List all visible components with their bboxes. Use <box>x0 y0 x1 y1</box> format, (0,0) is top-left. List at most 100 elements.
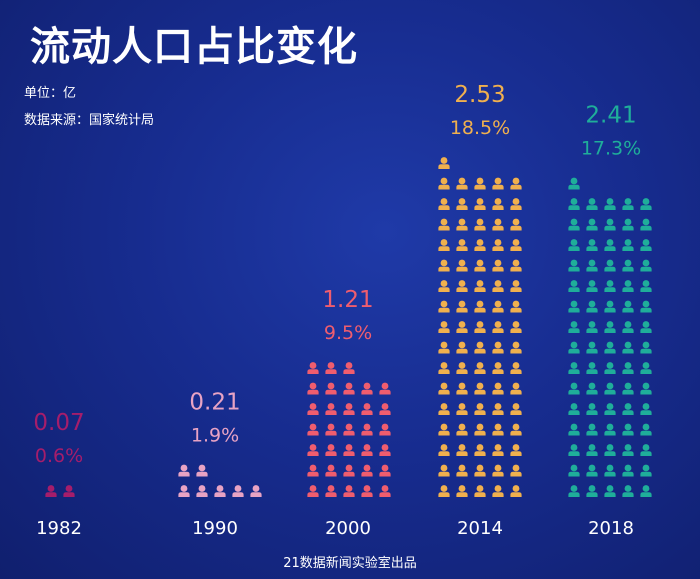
person-icon <box>438 259 450 272</box>
person-icon <box>307 464 319 477</box>
person-icon <box>568 300 580 313</box>
person-icon <box>604 300 616 313</box>
person-icon <box>586 362 598 374</box>
person-icon <box>438 382 450 395</box>
person-icon <box>568 198 580 210</box>
person-icon <box>492 321 504 333</box>
person-icon <box>622 218 634 231</box>
person-icon <box>510 198 522 210</box>
person-icon <box>640 218 652 231</box>
person-icon <box>438 403 450 415</box>
person-icon <box>492 423 504 436</box>
person-icon <box>568 485 580 497</box>
person-icon <box>438 177 450 190</box>
person-icon <box>568 239 580 251</box>
person-icon <box>438 423 450 436</box>
bar-group-1990: 0.21 1.9% 1990 <box>178 390 262 539</box>
person-icon <box>568 464 580 477</box>
person-icon <box>438 218 450 231</box>
person-icon <box>178 485 190 497</box>
person-icon <box>586 259 598 272</box>
person-icon <box>586 403 598 415</box>
person-icon <box>474 321 486 333</box>
person-icon <box>568 341 580 354</box>
bar-group-2000: 1.21 9.5% 2000 <box>307 287 391 539</box>
person-icon <box>622 362 634 374</box>
person-icon <box>456 362 468 374</box>
person-icon <box>604 341 616 354</box>
person-icon <box>568 423 580 436</box>
person-icon <box>474 341 486 354</box>
person-icon <box>45 485 57 497</box>
person-icon <box>474 239 486 251</box>
person-icon <box>586 485 598 497</box>
person-icon <box>492 218 504 231</box>
x-tick-label: 2000 <box>325 518 371 539</box>
person-icon <box>456 321 468 333</box>
person-icon <box>510 362 522 374</box>
person-icon <box>586 239 598 251</box>
person-icon <box>604 239 616 251</box>
person-icon <box>343 444 355 456</box>
person-icon <box>568 362 580 374</box>
person-icon <box>325 485 337 497</box>
person-icon <box>343 485 355 497</box>
person-icon <box>622 403 634 415</box>
person-icon <box>604 382 616 395</box>
person-icon <box>232 485 244 497</box>
person-icon <box>307 403 319 415</box>
data-label-percent: 1.9% <box>191 425 239 447</box>
person-icon <box>343 423 355 436</box>
person-icon <box>492 485 504 497</box>
person-icon <box>361 485 373 497</box>
person-icon <box>456 259 468 272</box>
person-icon <box>307 423 319 436</box>
person-icon <box>307 444 319 456</box>
person-icon <box>640 321 652 333</box>
person-icon <box>622 444 634 456</box>
person-icon <box>640 464 652 477</box>
person-icon <box>474 444 486 456</box>
person-icon <box>456 300 468 313</box>
person-icon <box>604 423 616 436</box>
person-icon <box>568 444 580 456</box>
source-label: 数据来源：国家统计局 <box>24 113 155 128</box>
person-icon <box>63 485 75 497</box>
data-label-percent: 9.5% <box>324 322 372 344</box>
person-icon <box>379 423 391 436</box>
person-icon <box>604 485 616 497</box>
person-icon <box>586 321 598 333</box>
person-icon <box>250 485 262 497</box>
person-icon <box>456 403 468 415</box>
person-icon <box>456 341 468 354</box>
person-icon <box>456 485 468 497</box>
person-icon <box>622 341 634 354</box>
person-icon <box>438 239 450 251</box>
person-icon <box>492 239 504 251</box>
person-icon <box>307 362 319 374</box>
person-icon <box>510 300 522 313</box>
person-icon <box>456 239 468 251</box>
bar-group-2014: 2.53 18.5% 2014 <box>438 82 522 539</box>
person-icon <box>325 464 337 477</box>
person-icon <box>640 239 652 251</box>
person-icon <box>604 444 616 456</box>
person-icon <box>379 464 391 477</box>
person-icon <box>622 239 634 251</box>
person-icon <box>640 198 652 210</box>
person-icon <box>361 403 373 415</box>
person-icon <box>438 341 450 354</box>
data-label-percent: 18.5% <box>450 117 510 139</box>
person-icon <box>325 403 337 415</box>
data-label-value: 0.07 <box>33 410 84 436</box>
person-icon <box>325 444 337 456</box>
person-icon <box>438 157 450 169</box>
person-icon <box>640 362 652 374</box>
person-icon <box>379 403 391 415</box>
person-icon <box>568 218 580 231</box>
person-icon <box>492 177 504 190</box>
person-icon <box>438 485 450 497</box>
person-icon <box>438 362 450 374</box>
person-icon <box>640 403 652 415</box>
person-icon <box>640 444 652 456</box>
